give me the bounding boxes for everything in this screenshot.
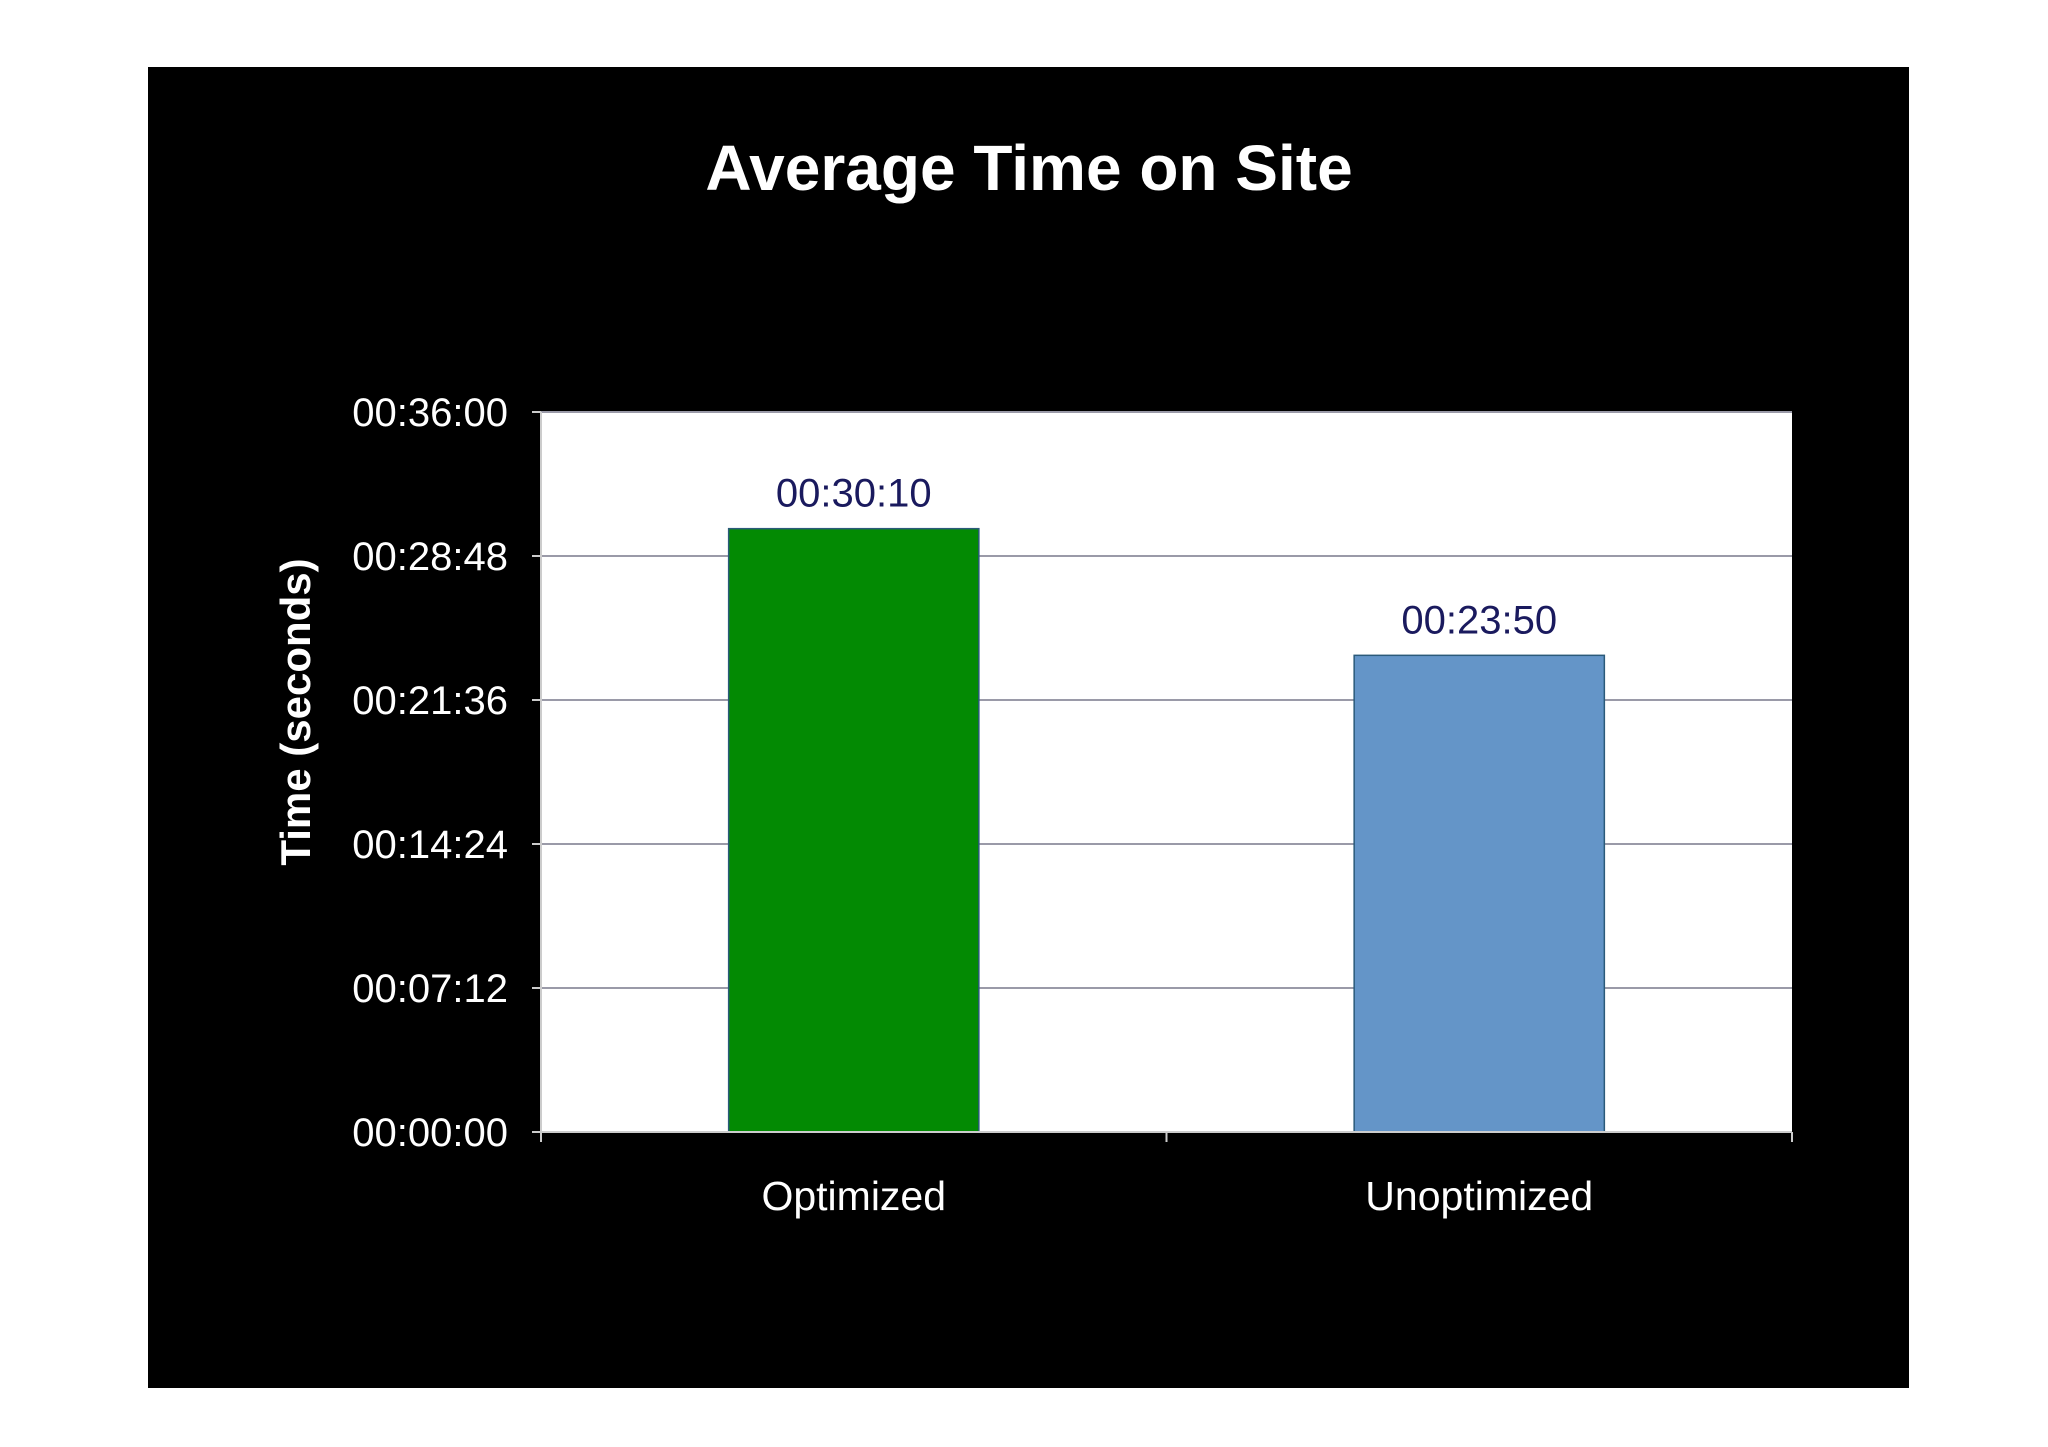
bar-optimized	[727, 527, 980, 1133]
x-tick-label: Unoptimized	[1365, 1173, 1593, 1219]
axes	[532, 411, 1793, 1142]
y-tick-label: 00:21:36	[352, 679, 508, 723]
bar-unoptimized	[1353, 654, 1606, 1133]
value-labels: 00:30:10 00:23:50	[776, 472, 1557, 643]
value-label: 00:23:50	[1401, 598, 1557, 642]
bars	[727, 527, 1606, 1133]
y-tick-label: 00:36:00	[352, 391, 508, 435]
y-tick-label: 00:07:12	[352, 967, 508, 1011]
y-tick-label: 00:14:24	[352, 823, 508, 867]
value-label: 00:30:10	[776, 472, 932, 516]
chart-title: Average Time on Site	[705, 132, 1352, 204]
y-tick-label: 00:00:00	[352, 1111, 508, 1155]
y-tick-label: 00:28:48	[352, 535, 508, 579]
x-tick-labels: Optimized Unoptimized	[761, 1173, 1593, 1219]
x-tick-label: Optimized	[761, 1173, 946, 1219]
y-axis-label: Time (seconds)	[272, 558, 319, 865]
y-tick-labels: 00:00:00 00:07:12 00:14:24 00:21:36 00:28:48…	[352, 391, 508, 1155]
